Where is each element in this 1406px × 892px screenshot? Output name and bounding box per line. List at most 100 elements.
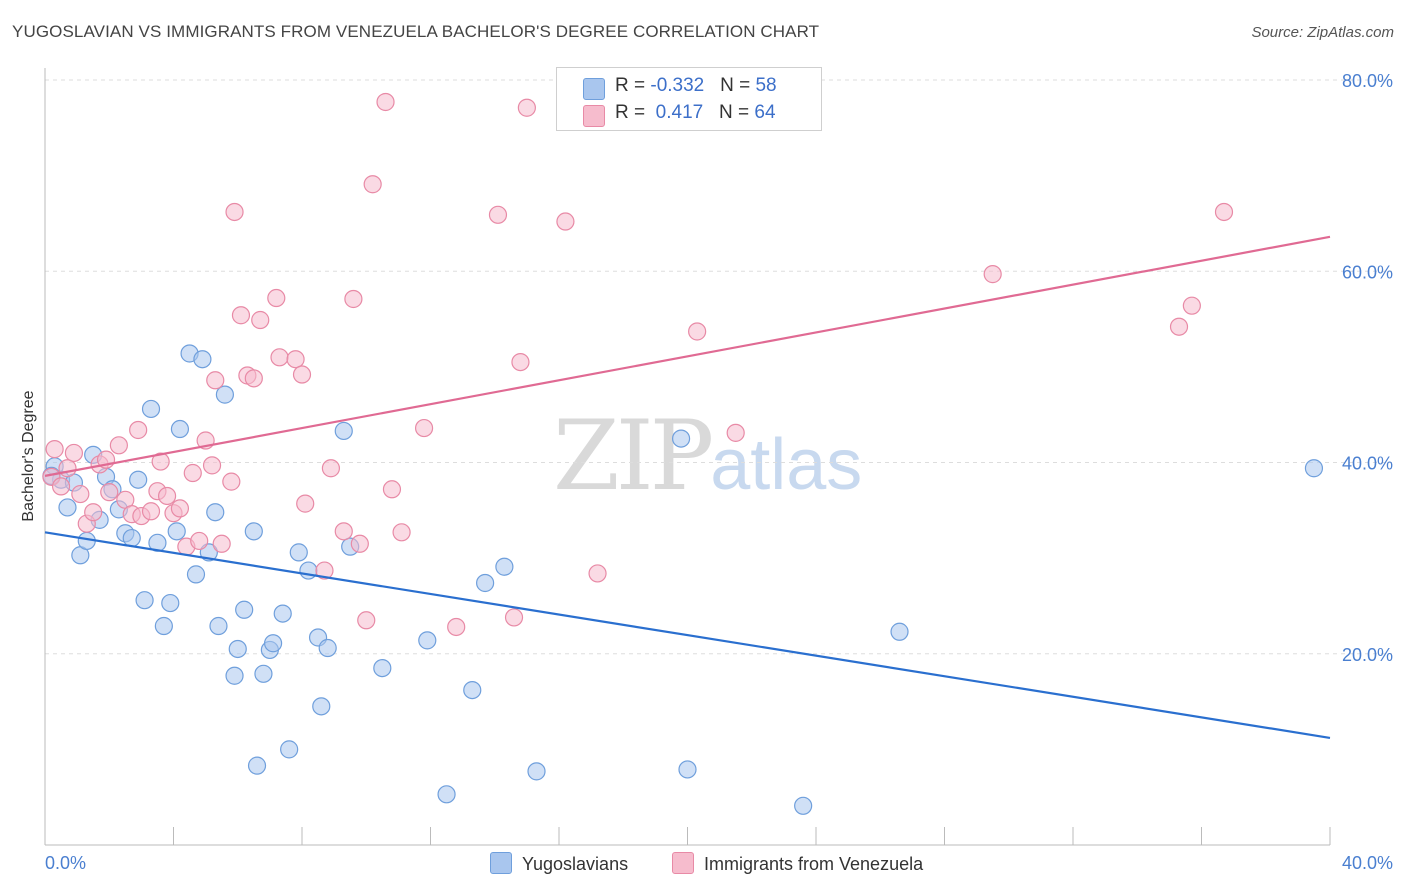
venezuela-point (1169, 317, 1189, 336)
yugoslavian-point (161, 593, 180, 613)
x-tick-label: 40.0% (1342, 853, 1393, 873)
source-credit: Source: ZipAtlas.com (1251, 24, 1394, 41)
yugoslavian-point (273, 604, 292, 623)
venezuela-point (157, 486, 177, 506)
venezuela-point (392, 523, 411, 542)
venezuela-point (251, 310, 270, 330)
yugoslavian-point (170, 419, 190, 439)
venezuela-point (64, 443, 84, 463)
yugoslavian-point (129, 470, 148, 489)
yugoslavian-point (209, 616, 228, 636)
venezuela-point (447, 617, 466, 637)
yugoslavian-point (289, 543, 308, 562)
venezuela-point (414, 418, 434, 438)
venezuela-point (84, 503, 103, 522)
venezuela-point (212, 534, 231, 553)
correlation-legend: R = -0.332 N = 58 R = 0.417 N = 64 (556, 67, 822, 131)
legend-n-value: 58 (755, 75, 777, 96)
venezuela-point (517, 98, 536, 117)
venezuela-point (556, 212, 575, 231)
legend-stats-venezuela: R = 0.417 N = 64 (615, 102, 776, 124)
yugoslavian-point (476, 573, 495, 593)
venezuela-point (344, 289, 363, 309)
venezuela-point (231, 306, 251, 325)
venezuela-point (511, 352, 530, 372)
legend-swatch-pink (583, 105, 605, 127)
yugoslavian-point (280, 740, 299, 759)
legend-stats-yugoslavians: R = -0.332 N = 58 (615, 75, 777, 97)
yugoslavian-point (312, 697, 331, 716)
yugoslavian-point (373, 658, 392, 678)
venezuela-point (350, 534, 369, 553)
legend-r-value: -0.332 (650, 75, 705, 96)
yugoslavian-trend-line (44, 531, 1331, 739)
venezuela-point (183, 463, 202, 483)
yugoslavian-point (263, 634, 283, 653)
bottom-legend-venezuela: Immigrants from Venezuela (672, 852, 923, 875)
venezuela-point (202, 456, 222, 475)
venezuela-point (983, 265, 1002, 284)
yugoslavian-point (167, 522, 186, 541)
venezuela-point (270, 348, 289, 367)
venezuela-point (129, 420, 148, 440)
venezuela-point (71, 484, 90, 504)
venezuela-point (45, 440, 64, 459)
yugoslavian-point (254, 664, 273, 683)
yugoslavian-point (228, 639, 247, 659)
venezuela-point (1182, 296, 1201, 315)
yugoslavian-point (678, 760, 697, 779)
venezuela-point (206, 371, 225, 390)
yugoslavian-point (463, 680, 482, 700)
yugoslavian-point (206, 503, 225, 522)
yugoslavian-point (154, 616, 173, 636)
bottom-legend-swatch-blue (490, 852, 512, 874)
legend-r-label: R = (615, 75, 651, 96)
legend-r-label: R = (615, 102, 651, 123)
venezuela-point (286, 350, 305, 369)
venezuela-point (267, 288, 286, 308)
y-tick-label: 20.0% (1342, 645, 1393, 665)
venezuela-point (504, 608, 524, 627)
yugoslavian-point (1304, 459, 1324, 478)
venezuela-point (382, 480, 402, 499)
yugoslavian-point (225, 666, 244, 685)
venezuela-point (1214, 202, 1234, 222)
y-tick-label: 60.0% (1342, 262, 1393, 282)
yugoslavian-point (122, 528, 141, 548)
venezuela-point (292, 365, 312, 384)
venezuela-point (726, 423, 745, 442)
venezuela-point (51, 477, 71, 496)
yugoslavian-point (318, 638, 337, 658)
yugoslavian-point (235, 600, 254, 619)
venezuela-point (296, 494, 315, 513)
yugoslavian-point (418, 631, 437, 650)
yugoslavian-point (193, 350, 212, 369)
legend-swatch-blue (583, 78, 605, 100)
venezuela-point (58, 459, 77, 478)
venezuela-point (334, 522, 353, 541)
venezuela-point (151, 452, 170, 471)
yugoslavian-point (186, 565, 206, 584)
venezuela-point (190, 531, 209, 551)
x-tick-label: 0.0% (45, 853, 86, 873)
venezuela-point (357, 611, 376, 630)
venezuela-point (141, 502, 161, 521)
y-axis-title: Bachelor's Degree (20, 390, 37, 521)
venezuela-point (488, 205, 508, 224)
yugoslavian-point (141, 399, 161, 419)
legend-n-label: N = (720, 75, 756, 96)
venezuela-point (688, 322, 707, 341)
yugoslavian-point (527, 762, 546, 781)
venezuela-trend-line (44, 235, 1331, 477)
yugoslavian-point (215, 385, 234, 404)
yugoslavian-point (671, 429, 691, 448)
yugoslavian-point (334, 421, 353, 441)
yugoslavian-point (437, 785, 456, 804)
y-tick-label: 80.0% (1342, 71, 1393, 91)
legend-r-value: 0.417 (650, 102, 704, 123)
y-tick-label: 40.0% (1342, 454, 1393, 474)
chart-title: YUGOSLAVIAN VS IMMIGRANTS FROM VENEZUELA… (12, 22, 820, 41)
bottom-legend-swatch-pink (672, 852, 694, 874)
venezuela-point (100, 483, 119, 502)
